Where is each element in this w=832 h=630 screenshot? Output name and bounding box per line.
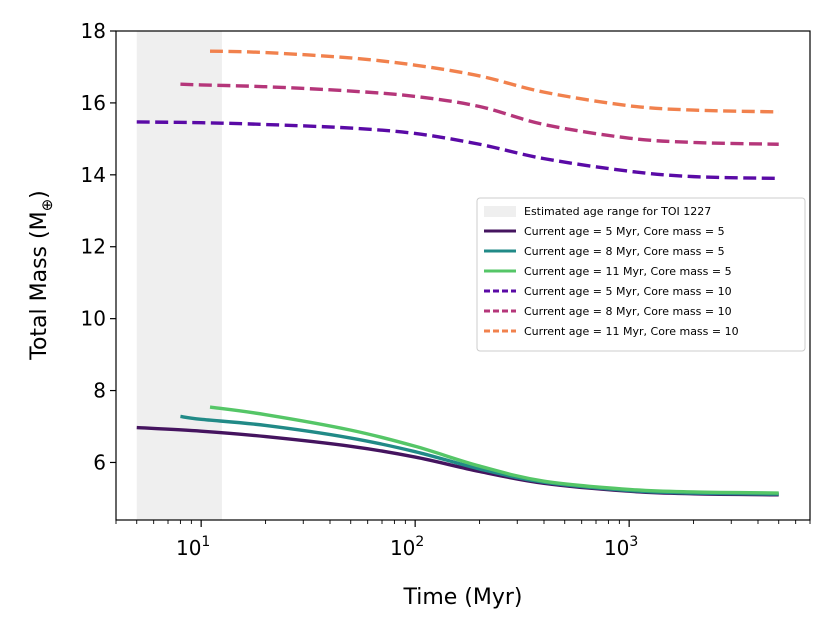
- series-line-6: [209, 49, 779, 114]
- y-tick-label: 16: [81, 91, 106, 115]
- x-tick-label: 103: [604, 534, 638, 560]
- legend-label-1: Current age = 5 Myr, Core mass = 5: [524, 225, 725, 238]
- y-axis-title-symbol: ⊕: [38, 199, 56, 212]
- plot-frame: [115, 30, 811, 521]
- series-line-3: [209, 405, 779, 495]
- y-tick-label: 14: [81, 163, 106, 187]
- legend-label-3: Current age = 11 Myr, Core mass = 5: [524, 265, 732, 278]
- y-axis-title-main: Total Mass (M: [27, 211, 52, 360]
- legend-label-shaded: Estimated age range for TOI 1227: [524, 205, 711, 218]
- x-tick-label: 102: [390, 534, 424, 560]
- x-tick-label: 101: [176, 534, 210, 560]
- y-tick-label: 12: [81, 235, 106, 259]
- y-axis-title: Total Mass (M⊕): [27, 190, 56, 361]
- legend-label-5: Current age = 8 Myr, Core mass = 10: [524, 305, 732, 318]
- legend-swatch-shaded: [484, 206, 516, 217]
- legend-box: [476, 197, 806, 352]
- series-line-4: [136, 120, 779, 181]
- legend: Estimated age range for TOI 1227 Current …: [476, 197, 806, 352]
- series-line-5: [180, 82, 779, 146]
- shaded-age-range: [136, 31, 222, 520]
- legend-label-6: Current age = 11 Myr, Core mass = 10: [524, 325, 739, 338]
- y-tick-label: 8: [93, 379, 106, 403]
- y-tick-label: 6: [93, 450, 106, 474]
- legend-label-4: Current age = 5 Myr, Core mass = 10: [524, 285, 732, 298]
- y-axis-title-close: ): [27, 190, 52, 199]
- x-axis-title: Time (Myr): [402, 585, 522, 610]
- y-tick-label: 18: [81, 19, 106, 43]
- y-tick-label: 10: [81, 307, 106, 331]
- legend-label-2: Current age = 8 Myr, Core mass = 5: [524, 245, 725, 258]
